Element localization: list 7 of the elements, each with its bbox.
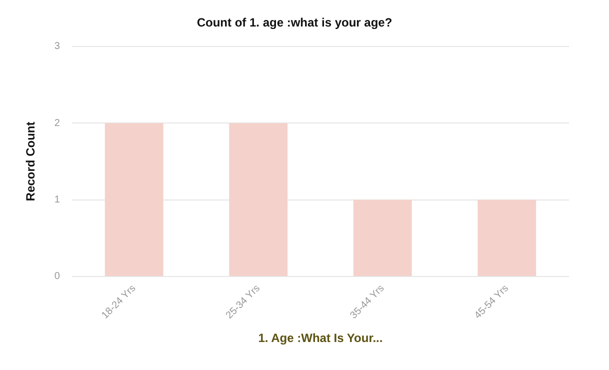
x-axis-title: 1. Age :What Is Your...: [258, 331, 383, 346]
y-tick-label: 1: [54, 194, 60, 206]
y-tick-label: 0: [54, 271, 60, 282]
y-tick-label: 2: [54, 118, 60, 129]
chart-title: Count of 1. age :what is your age?: [196, 16, 392, 30]
y-axis-title: Record Count: [24, 122, 38, 202]
y-tick-label: 3: [54, 41, 60, 52]
